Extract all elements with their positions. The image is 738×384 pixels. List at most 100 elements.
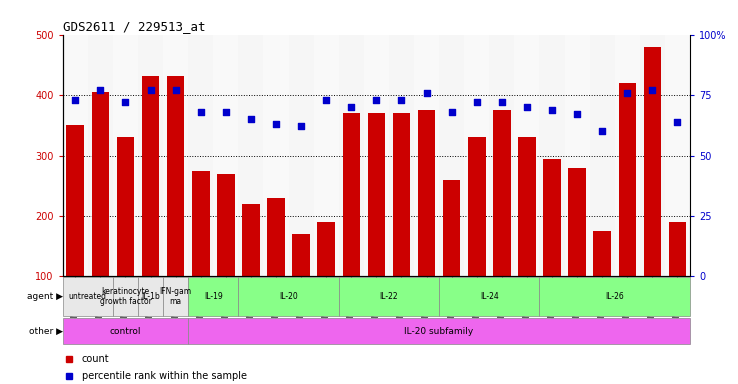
Bar — [439, 35, 464, 276]
Bar — [443, 180, 461, 276]
Text: IL-26: IL-26 — [605, 292, 624, 301]
Bar — [88, 35, 113, 276]
Point — [646, 87, 658, 93]
Text: other ▶: other ▶ — [29, 327, 63, 336]
Bar — [188, 277, 238, 316]
Bar — [317, 222, 335, 276]
Bar — [192, 170, 210, 276]
Text: percentile rank within the sample: percentile rank within the sample — [82, 371, 246, 381]
Bar — [640, 35, 665, 276]
Bar — [568, 168, 586, 276]
Point — [370, 97, 382, 103]
Bar — [615, 35, 640, 276]
Bar — [142, 76, 159, 276]
Text: agent ▶: agent ▶ — [27, 292, 63, 301]
Bar — [590, 35, 615, 276]
Bar — [339, 277, 439, 316]
Bar — [238, 277, 339, 316]
Bar — [514, 35, 539, 276]
Bar — [414, 35, 439, 276]
Point — [672, 119, 683, 125]
Text: GDS2611 / 229513_at: GDS2611 / 229513_at — [63, 20, 205, 33]
Bar — [92, 92, 109, 276]
Bar — [292, 234, 310, 276]
Bar — [644, 47, 661, 276]
Bar — [593, 231, 611, 276]
Bar — [364, 35, 389, 276]
Bar — [339, 35, 364, 276]
Bar — [213, 35, 238, 276]
Bar — [63, 35, 88, 276]
Bar — [138, 277, 163, 316]
Text: untreated: untreated — [69, 292, 107, 301]
Text: keratinocyte
growth factor: keratinocyte growth factor — [100, 287, 151, 306]
Text: IFN-gam
ma: IFN-gam ma — [159, 287, 192, 306]
Point — [195, 109, 207, 115]
Bar — [163, 35, 188, 276]
Bar — [238, 35, 263, 276]
Text: IL-22: IL-22 — [379, 292, 399, 301]
Point — [421, 89, 432, 96]
Point — [345, 104, 357, 110]
Bar — [468, 137, 486, 276]
Point — [396, 97, 407, 103]
Bar — [464, 35, 489, 276]
Point — [621, 89, 633, 96]
Point — [270, 121, 282, 127]
Bar — [342, 113, 360, 276]
Bar — [63, 318, 188, 344]
Point — [496, 99, 508, 105]
Bar — [393, 113, 410, 276]
Bar — [669, 222, 686, 276]
Bar — [489, 35, 514, 276]
Point — [295, 123, 307, 129]
Bar — [539, 35, 565, 276]
Text: IL-24: IL-24 — [480, 292, 499, 301]
Text: control: control — [110, 327, 141, 336]
Bar — [263, 35, 289, 276]
Bar — [217, 174, 235, 276]
Point — [220, 109, 232, 115]
Point — [245, 116, 257, 122]
Bar — [188, 35, 213, 276]
Bar — [543, 159, 561, 276]
Point — [120, 99, 131, 105]
Bar — [167, 76, 184, 276]
Bar — [138, 35, 163, 276]
Point — [571, 111, 583, 118]
Bar — [518, 137, 536, 276]
Point — [94, 87, 106, 93]
Bar — [314, 35, 339, 276]
Bar — [117, 137, 134, 276]
Point — [596, 128, 608, 134]
Bar — [113, 277, 138, 316]
Point — [320, 97, 332, 103]
Point — [170, 87, 182, 93]
Bar — [439, 277, 539, 316]
Bar — [493, 110, 511, 276]
Bar — [289, 35, 314, 276]
Bar — [63, 277, 113, 316]
Point — [446, 109, 458, 115]
Bar — [389, 35, 414, 276]
Bar — [665, 35, 690, 276]
Point — [69, 97, 81, 103]
Point — [521, 104, 533, 110]
Text: IL-1b: IL-1b — [141, 292, 160, 301]
Point — [145, 87, 156, 93]
Bar — [418, 110, 435, 276]
Bar — [242, 204, 260, 276]
Bar — [565, 35, 590, 276]
Bar — [267, 198, 285, 276]
Bar — [163, 277, 188, 316]
Text: count: count — [82, 354, 109, 364]
Bar — [113, 35, 138, 276]
Bar — [368, 113, 385, 276]
Text: IL-19: IL-19 — [204, 292, 223, 301]
Bar — [188, 318, 690, 344]
Bar — [539, 277, 690, 316]
Point — [471, 99, 483, 105]
Bar — [66, 125, 84, 276]
Text: IL-20 subfamily: IL-20 subfamily — [404, 327, 474, 336]
Point — [546, 106, 558, 113]
